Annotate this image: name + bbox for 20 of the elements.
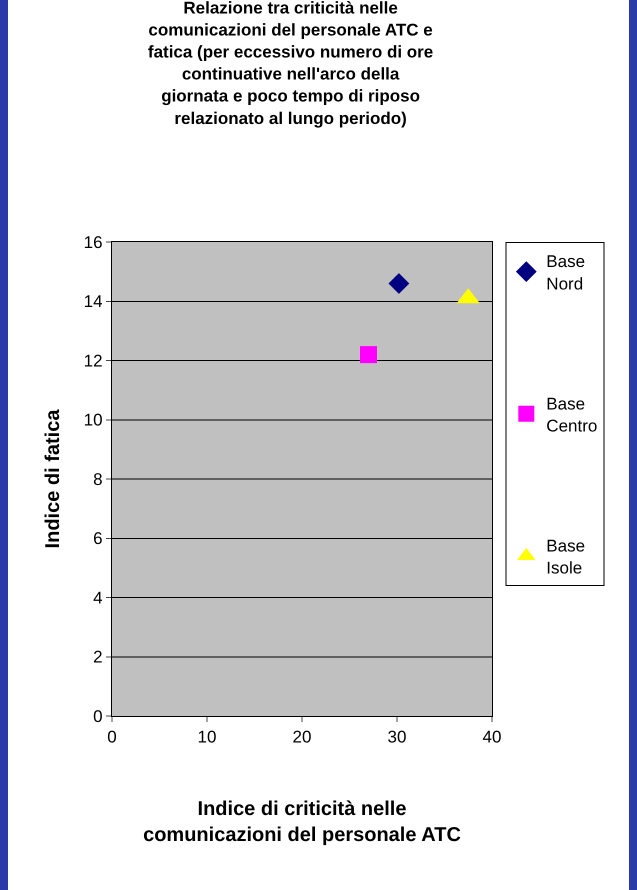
x-tick-label: 30: [388, 727, 406, 746]
y-tick-label: 10: [84, 410, 103, 430]
x-tick-label: 0: [107, 727, 117, 746]
x-axis-title: Indice di criticità nelle comunicazioni del personale ATC: [143, 798, 461, 846]
y-tick-label: 16: [84, 232, 103, 252]
legend-label: Base Centro: [546, 394, 598, 436]
x-tick-label: 10: [198, 727, 216, 746]
x-tick-label: 40: [482, 727, 502, 746]
y-tick-label: 2: [93, 648, 103, 667]
chart-title: Relazione tra criticità nelle comunicazioni del personale ATC e fatica (per eccessivo numero di ore continuative nell'arco della giornata e poco tempo di riposo relazionato al lungo periodo): [148, 0, 434, 128]
y-tick-label: 14: [84, 292, 103, 312]
x-tick-label: 20: [292, 727, 312, 746]
y-tick-label: 12: [84, 351, 103, 370]
y-tick-label: 6: [93, 529, 103, 548]
y-tick-label: 8: [93, 470, 103, 489]
y-tick-label: 0: [93, 706, 103, 726]
y-axis-title: Indice di fatica: [42, 408, 64, 548]
legend-label: Base Nord: [546, 252, 586, 294]
y-tick-label: 4: [93, 588, 103, 608]
legend-label: Base Isole: [546, 536, 586, 578]
